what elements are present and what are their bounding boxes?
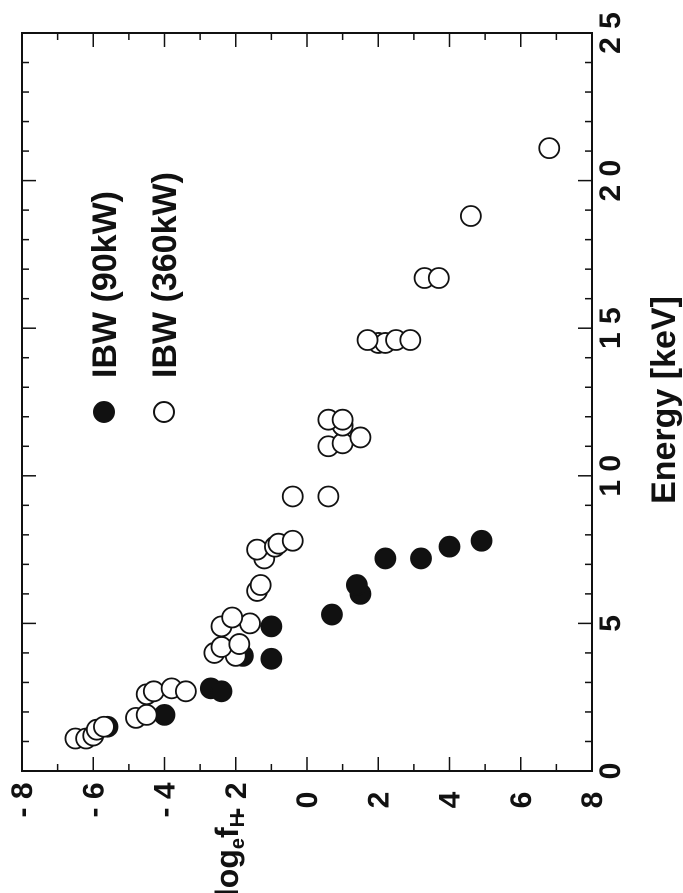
x-tick-label: 1 0	[594, 455, 627, 497]
data-point-90kW	[260, 647, 283, 670]
data-point-90kW	[321, 603, 343, 626]
data-point-360kW	[93, 715, 115, 738]
x-tick-label: 5	[594, 615, 627, 632]
data-point-360kW	[210, 636, 233, 658]
data-point-90kW	[210, 680, 233, 703]
y-axis-label-text: logefH	[209, 813, 249, 893]
x-tick-label: 1 5	[594, 307, 627, 349]
data-point-360kW	[356, 329, 379, 351]
legend-label: IBW (90kW)	[86, 191, 124, 378]
legend-marker-360kW	[153, 401, 175, 423]
y-tick-label: - 6	[77, 782, 110, 817]
y-tick-label: 4	[434, 791, 467, 808]
x-tick-label: 0	[594, 763, 627, 780]
data-point-360kW	[427, 267, 450, 289]
data-point-360kW	[349, 426, 372, 449]
data-point-360kW	[246, 538, 269, 561]
x-tick-label: 2 0	[594, 160, 627, 202]
data-point-360kW	[538, 137, 561, 160]
y-tick-label: 6	[505, 792, 538, 809]
y-axis-label-part: log	[209, 849, 245, 893]
x-axis-label: Energy [keV]	[645, 296, 683, 504]
y-axis-label: logefH	[209, 813, 249, 893]
y-axis-label-part: e	[227, 838, 249, 849]
data-point-360kW	[142, 680, 165, 703]
data-point-360kW	[281, 529, 304, 552]
data-point-90kW	[438, 535, 461, 558]
data-point-90kW	[470, 529, 493, 552]
legend-label: IBW (360kW)	[146, 172, 184, 378]
y-tick-label: 8	[576, 792, 609, 809]
marks-layer	[64, 137, 561, 750]
y-tick-label: - 8	[6, 782, 39, 817]
data-point-90kW	[410, 547, 432, 570]
data-point-360kW	[459, 205, 482, 227]
data-point-360kW	[135, 704, 158, 726]
data-point-360kW	[331, 408, 354, 431]
legend-marker-90kW	[93, 401, 115, 423]
data-point-360kW	[249, 574, 272, 596]
legend: IBW (90kW) IBW (360kW)	[86, 172, 184, 423]
y-tick-label: 0	[291, 792, 324, 809]
axis-layer: 0 5 1 0 1 5 2 0 2 5 - 8 - 6 - 4 - 2 0 2 4 6 8	[6, 12, 627, 817]
y-tick-label: - 4	[149, 782, 182, 817]
data-point-90kW	[345, 574, 368, 596]
y-tick-label: - 2	[220, 782, 253, 817]
y-axis-label-part: H	[227, 813, 249, 827]
data-point-360kW	[281, 485, 304, 508]
data-point-360kW	[399, 329, 422, 351]
data-point-90kW	[374, 547, 397, 570]
data-point-360kW	[228, 633, 251, 655]
data-point-360kW	[221, 606, 244, 629]
y-tick-label: 2	[362, 792, 395, 809]
data-point-90kW	[260, 615, 283, 638]
data-point-360kW	[317, 485, 340, 508]
data-point-360kW	[174, 680, 197, 703]
x-tick-label: 2 5	[594, 12, 627, 54]
y-axis-label-part: f	[209, 827, 245, 838]
